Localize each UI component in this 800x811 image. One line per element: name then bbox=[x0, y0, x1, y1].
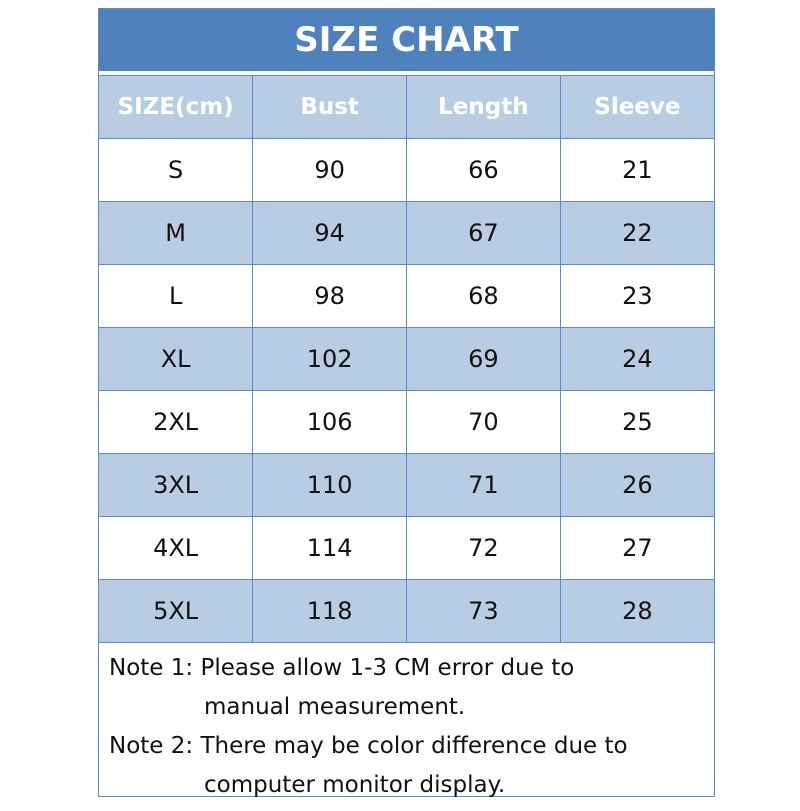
note-1-cont: manual measurement. bbox=[204, 694, 466, 720]
cell-bust: 114 bbox=[252, 516, 407, 580]
cell-length: 70 bbox=[406, 390, 561, 454]
size-table: SIZE(cm) Bust Length Sleeve S 90 66 21 M 94 67… bbox=[99, 75, 714, 643]
cell-length: 69 bbox=[406, 327, 561, 391]
cell-sleeve: 23 bbox=[559, 264, 714, 328]
cell-sleeve: 27 bbox=[559, 516, 714, 580]
header-row: SIZE(cm) Bust Length Sleeve bbox=[99, 75, 714, 139]
cell-size: 2XL bbox=[99, 390, 254, 454]
chart-title: SIZE CHART bbox=[99, 9, 714, 75]
table-row: 5XL 118 73 28 bbox=[99, 579, 714, 643]
cell-size: 4XL bbox=[99, 516, 254, 580]
cell-bust: 94 bbox=[252, 201, 407, 265]
notes: Note 1: Please allow 1-3 CM error due to… bbox=[99, 643, 714, 811]
cell-sleeve: 22 bbox=[559, 201, 714, 265]
cell-bust: 110 bbox=[252, 453, 407, 517]
table-row: L 98 68 23 bbox=[99, 264, 714, 328]
note-2-cont: computer monitor display. bbox=[204, 772, 506, 798]
cell-sleeve: 25 bbox=[559, 390, 714, 454]
cell-length: 68 bbox=[406, 264, 561, 328]
table-row: 3XL 110 71 26 bbox=[99, 453, 714, 517]
cell-size: 5XL bbox=[99, 579, 254, 643]
table-row: 2XL 106 70 25 bbox=[99, 390, 714, 454]
cell-bust: 106 bbox=[252, 390, 407, 454]
cell-length: 73 bbox=[406, 579, 561, 643]
cell-size: L bbox=[99, 264, 254, 328]
cell-size: 3XL bbox=[99, 453, 254, 517]
cell-size: XL bbox=[99, 327, 254, 391]
cell-size: M bbox=[99, 201, 254, 265]
cell-sleeve: 26 bbox=[559, 453, 714, 517]
cell-size: S bbox=[99, 138, 254, 202]
note-1: Note 1: Please allow 1-3 CM error due to bbox=[109, 655, 575, 681]
header-size: SIZE(cm) bbox=[99, 75, 254, 139]
header-sleeve: Sleeve bbox=[559, 75, 714, 139]
cell-length: 66 bbox=[406, 138, 561, 202]
table-row: XL 102 69 24 bbox=[99, 327, 714, 391]
header-bust: Bust bbox=[252, 75, 407, 139]
cell-length: 71 bbox=[406, 453, 561, 517]
note-2: Note 2: There may be color difference du… bbox=[109, 733, 628, 759]
size-chart: SIZE CHART SIZE(cm) Bust Length Sleeve S… bbox=[98, 8, 715, 798]
cell-bust: 118 bbox=[252, 579, 407, 643]
cell-bust: 98 bbox=[252, 264, 407, 328]
cell-sleeve: 21 bbox=[559, 138, 714, 202]
table-row: S 90 66 21 bbox=[99, 138, 714, 202]
cell-bust: 90 bbox=[252, 138, 407, 202]
cell-bust: 102 bbox=[252, 327, 407, 391]
cell-sleeve: 24 bbox=[559, 327, 714, 391]
cell-length: 72 bbox=[406, 516, 561, 580]
cell-sleeve: 28 bbox=[559, 579, 714, 643]
cell-length: 67 bbox=[406, 201, 561, 265]
header-length: Length bbox=[406, 75, 561, 139]
table-row: M 94 67 22 bbox=[99, 201, 714, 265]
table-row: 4XL 114 72 27 bbox=[99, 516, 714, 580]
